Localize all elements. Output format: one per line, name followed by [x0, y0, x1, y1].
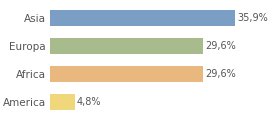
Text: 35,9%: 35,9% [237, 13, 268, 23]
Text: 4,8%: 4,8% [77, 97, 101, 107]
Bar [50, 94, 75, 110]
Bar [50, 10, 235, 26]
Bar [50, 66, 203, 82]
Text: 29,6%: 29,6% [205, 41, 236, 51]
Bar [50, 38, 203, 54]
Text: 29,6%: 29,6% [205, 69, 236, 79]
